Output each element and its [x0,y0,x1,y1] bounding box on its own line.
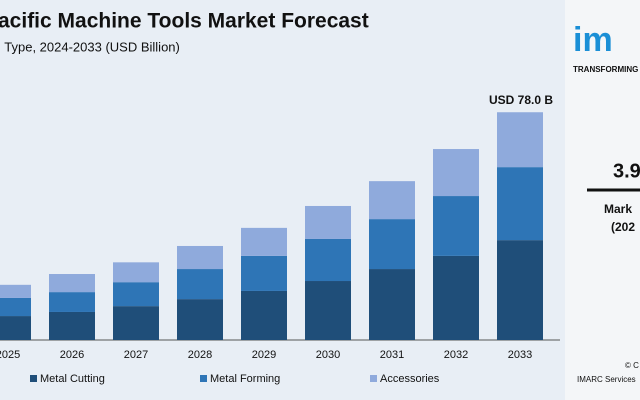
source: IMARC Services [577,375,636,384]
bar-segment [49,311,95,340]
bar-segment [0,316,31,340]
bar-segment [177,299,223,340]
x-tick-label: 2029 [252,349,276,361]
x-tick-label: 2033 [508,349,532,361]
bar-segment [177,245,223,270]
bar-segment [497,167,543,241]
bar-segment [241,290,287,340]
bar-segment [0,284,31,298]
bar-segment [305,238,351,282]
bar-segment [369,269,415,340]
x-tick-label: 2031 [380,349,404,361]
bar-segment [177,269,223,300]
stat: 3.9 [613,160,640,182]
x-tick-label: 2032 [444,349,468,361]
copyright: © C [625,361,639,370]
bar-segment [241,227,287,256]
bar-segment [113,306,159,340]
legend-label: Accessories [380,373,440,385]
logo: im [573,21,613,59]
legend-label: Metal Cutting [40,373,105,385]
bar-segment [497,240,543,340]
x-tick-label: 2025 [0,349,20,361]
bar-segment [433,196,479,256]
stat-label: (202 [611,220,635,234]
bar-segment [0,297,31,317]
bar-segment [497,112,543,168]
side-panel [565,0,640,400]
legend-label: Metal Forming [210,373,280,385]
bar-segment [49,274,95,293]
tagline: TRANSFORMING [573,65,638,74]
x-tick-label: 2026 [60,349,84,361]
x-tick-label: 2028 [188,349,212,361]
stat-label: Mark [604,202,632,216]
legend-swatch [30,375,37,382]
legend-swatch [370,375,377,382]
total-annotation: USD 78.0 B [489,93,553,107]
bar-segment [369,181,415,220]
bar-segment [241,255,287,291]
chart-subtitle: l Type, 2024-2033 (USD Billion) [0,39,180,54]
bar-segment [433,149,479,197]
x-tick-label: 2030 [316,349,340,361]
bar-segment [49,292,95,312]
bar-segment [113,282,159,307]
bar-segment [433,255,479,340]
bar-segment [305,205,351,239]
bar-segment [305,281,351,340]
bar-segment [113,262,159,283]
x-tick-label: 2027 [124,349,148,361]
legend-swatch [200,375,207,382]
chart-title: acific Machine Tools Market Forecast [0,10,369,33]
bar-segment [369,219,415,270]
